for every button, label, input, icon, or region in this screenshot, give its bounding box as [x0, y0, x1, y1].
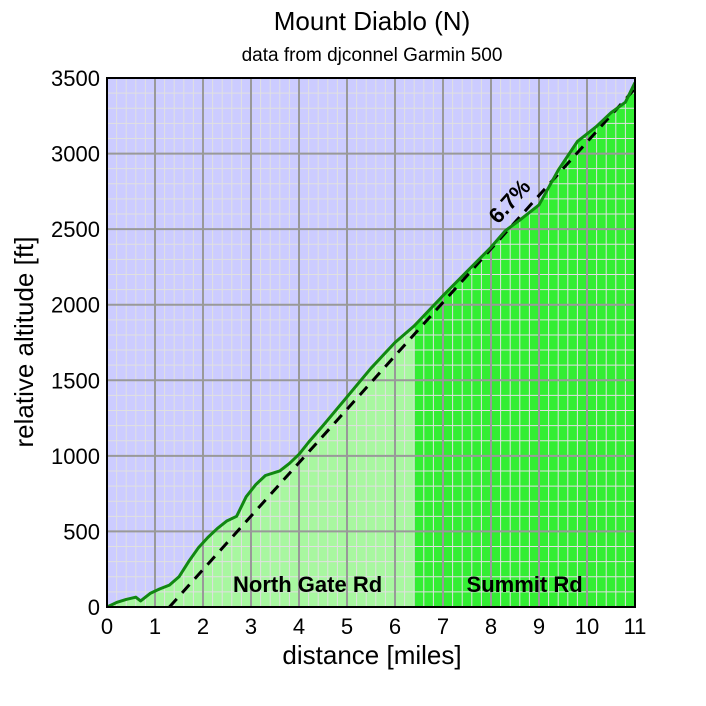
x-tick-label: 0: [101, 614, 113, 639]
x-tick-label: 4: [293, 614, 305, 639]
segment-label-north-gate: North Gate Rd: [233, 572, 382, 597]
x-tick-label: 5: [341, 614, 353, 639]
x-tick-label: 2: [197, 614, 209, 639]
y-axis-ticks: 0 500 1000 1500 2000 2500 3000 3500: [51, 66, 100, 620]
y-tick-label: 3500: [51, 66, 100, 91]
plot-frame: [106, 77, 636, 608]
y-tick-label: 500: [63, 519, 100, 544]
y-tick-label: 2500: [51, 217, 100, 242]
y-tick-label: 1500: [51, 368, 100, 393]
x-tick-label: 10: [575, 614, 599, 639]
profile-line: [107, 81, 635, 607]
y-tick-label: 2000: [51, 293, 100, 318]
plot-area: [107, 78, 635, 607]
x-tick-label: 1: [149, 614, 161, 639]
x-tick-label: 8: [485, 614, 497, 639]
x-axis-label: distance [miles]: [282, 640, 461, 670]
x-tick-label: 11: [624, 614, 647, 639]
y-tick-label: 3000: [51, 142, 100, 167]
y-tick-label: 1000: [51, 444, 100, 469]
chart-subtitle: data from djconnel Garmin 500: [242, 45, 503, 66]
x-tick-label: 6: [389, 614, 401, 639]
x-tick-label: 9: [533, 614, 545, 639]
y-tick-label: 0: [88, 595, 100, 620]
chart-title: Mount Diablo (N): [274, 6, 471, 36]
x-tick-label: 3: [245, 614, 257, 639]
segment-label-summit: Summit Rd: [467, 572, 583, 597]
trend-line: [168, 87, 635, 607]
y-axis-label: relative altitude [ft]: [9, 237, 39, 448]
x-tick-label: 7: [437, 614, 449, 639]
x-axis-ticks: 0 1 2 3 4 5 6 7 8 9 10 11: [101, 614, 647, 639]
